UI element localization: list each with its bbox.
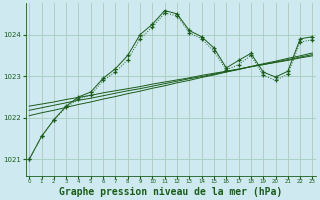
X-axis label: Graphe pression niveau de la mer (hPa): Graphe pression niveau de la mer (hPa) (59, 186, 283, 197)
